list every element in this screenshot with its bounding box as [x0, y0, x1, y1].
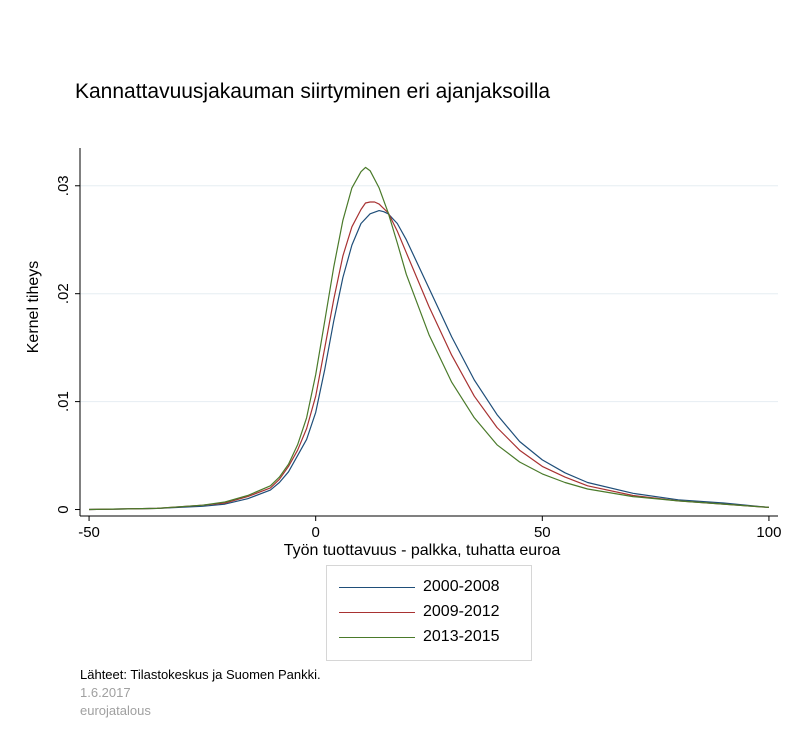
legend-item-series-2: 2013-2015: [327, 626, 531, 650]
chart-title: Kannattavuusjakauman siirtyminen eri aja…: [75, 80, 551, 103]
series-line-1: [89, 201, 769, 511]
y-axis-title: Kernel tiheys: [25, 261, 42, 354]
legend-item-series-0: 2000-2008: [327, 576, 531, 600]
legend-swatch-series-1: [339, 612, 415, 613]
y-tick-label-1: .01: [55, 391, 72, 412]
x-tick-label-3: 100: [756, 524, 781, 541]
legend: 2000-2008 2009-2012 2013-2015: [326, 565, 532, 661]
publisher-name: eurojatalous: [80, 703, 151, 718]
x-tick-label-1: 0: [312, 524, 320, 541]
y-tick-label-0: 0: [55, 505, 72, 513]
series-line-0: [89, 210, 769, 511]
legend-label-series-1: 2009-2012: [423, 603, 500, 620]
plot-svg: 0 .01 .02 .03 -50 0 50 100 Työn tuottavuus - pal…: [25, 148, 781, 559]
x-axis-title: Työn tuottavuus - palkka, tuhatta euroa: [284, 542, 561, 559]
legend-swatch-series-0: [339, 587, 415, 588]
x-tick-label-2: 50: [534, 524, 551, 541]
x-tick-label-0: -50: [78, 524, 100, 541]
legend-label-series-2: 2013-2015: [423, 628, 500, 645]
legend-item-series-1: 2009-2012: [327, 601, 531, 625]
series-line-2: [89, 166, 769, 511]
source-note: Lähteet: Tilastokeskus ja Suomen Pankki.: [80, 667, 321, 682]
legend-swatch-series-2: [339, 637, 415, 638]
y-tick-label-2: .02: [55, 283, 72, 304]
legend-label-series-0: 2000-2008: [423, 578, 500, 595]
y-tick-label-3: .03: [55, 175, 72, 196]
publication-date: 1.6.2017: [80, 685, 131, 700]
